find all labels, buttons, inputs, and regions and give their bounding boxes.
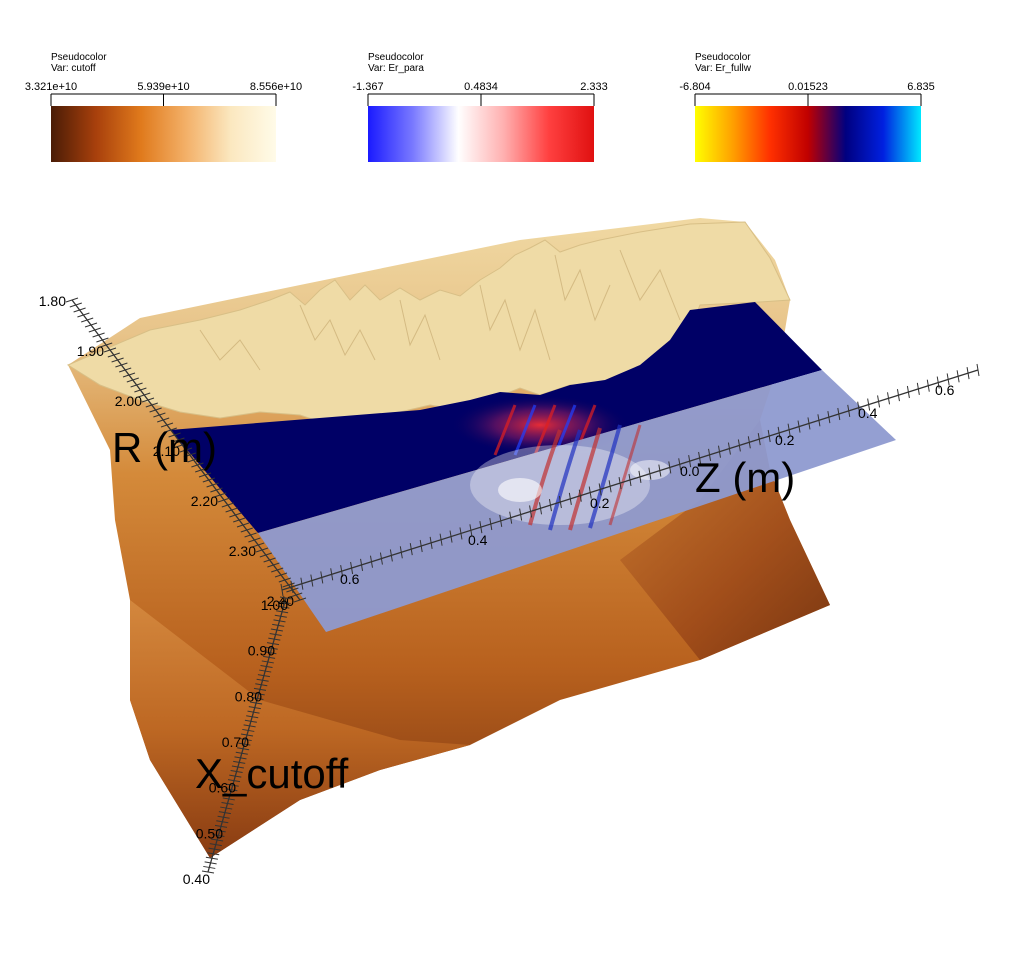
legend-header: Pseudocolor [368, 52, 424, 63]
legend-tick-label: 8.556e+10 [250, 81, 302, 93]
legend-tick-label: -6.804 [679, 81, 710, 93]
legend-colorbar [368, 106, 594, 162]
z-axis-title: Z (m) [695, 454, 795, 501]
r-tick-label: 2.40 [267, 593, 294, 609]
z-tick-label: 0.2 [775, 432, 795, 448]
er-fullw-plane [170, 302, 822, 533]
legend-var-label: Var: Er_para [368, 63, 424, 74]
z-tick-label: 0.4 [468, 532, 488, 548]
z-tick-label: 0.6 [340, 571, 360, 587]
z-tick-label: 0.0 [680, 463, 700, 479]
x-cutoff-axis-title: X_cutoff [195, 750, 349, 797]
x-cutoff-tick-label: 0.90 [248, 643, 275, 659]
wave-pattern-front [470, 424, 670, 531]
r-tick-label: 1.90 [77, 343, 104, 359]
r-tick-label: 2.20 [191, 493, 218, 509]
legend-tick-label: 0.01523 [788, 81, 828, 93]
cutoff-surface-side [620, 420, 830, 660]
legend-colorbar [695, 106, 921, 162]
z-tick-label: 0.4 [858, 405, 878, 421]
z-tick-label: 0.6 [935, 382, 955, 398]
x-cutoff-axis-ticks [201, 596, 293, 874]
x-cutoff-tick-label: 0.60 [209, 780, 236, 796]
x-cutoff-tick-label: 0.50 [196, 825, 223, 841]
z-tick-label: 0.2 [590, 495, 610, 511]
legend-tick-label: 5.939e+10 [137, 81, 189, 93]
er-para-plane [258, 370, 896, 632]
cutoff-surface-front [130, 600, 470, 858]
legend-var-label: Var: Er_fullw [695, 63, 752, 74]
r-tick-label: 2.10 [153, 443, 180, 459]
legend-colorbar [51, 106, 276, 162]
r-axis-ticks [65, 297, 307, 603]
legend-tick-label: 3.321e+10 [25, 81, 77, 93]
x-cutoff-tick-label: 0.70 [222, 734, 249, 750]
legend-header: Pseudocolor [51, 52, 107, 63]
r-tick-label: 2.30 [229, 543, 256, 559]
legend-tick-label: -1.367 [352, 81, 383, 93]
axes-group: 1.80 1.90 2.00 2.10 2.20 2.30 2.40 R (m) 1.00 0.9… [39, 293, 980, 887]
legend-tick-label: 2.333 [580, 81, 608, 93]
x-cutoff-tick-label: 1.00 [261, 597, 288, 613]
r-tick-label: 2.00 [115, 393, 142, 409]
legend-tick-label: 0.4834 [464, 81, 498, 93]
ridge-texture [199, 249, 681, 371]
r-tick-label: 1.80 [39, 293, 66, 309]
legend-tick-label: 6.835 [907, 81, 935, 93]
r-axis-title: R (m) [112, 424, 217, 471]
x-cutoff-tick-label: 0.80 [235, 688, 262, 704]
legend-header: Pseudocolor [695, 52, 751, 63]
x-cutoff-tick-label: 0.40 [183, 871, 210, 887]
legend-var-label: Var: cutoff [51, 63, 96, 74]
z-axis-ticks [280, 363, 980, 597]
